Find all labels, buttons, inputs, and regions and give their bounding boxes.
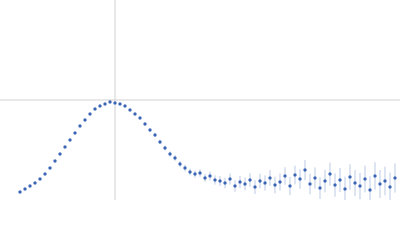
data-point — [158, 140, 162, 144]
data-point — [283, 174, 287, 178]
data-point — [153, 133, 157, 137]
data-point — [48, 166, 52, 170]
data-point — [358, 184, 362, 188]
data-point — [383, 179, 387, 183]
data-point — [223, 181, 227, 185]
data-point — [98, 104, 102, 108]
data-point — [248, 178, 252, 182]
data-point — [308, 182, 312, 186]
data-point — [338, 178, 342, 182]
data-point — [93, 107, 97, 111]
data-point — [218, 179, 222, 183]
data-point — [293, 173, 297, 177]
data-point — [118, 102, 122, 106]
data-point — [133, 112, 137, 116]
data-point — [328, 172, 332, 176]
data-point — [228, 177, 232, 181]
data-point — [353, 181, 357, 185]
data-point — [38, 177, 42, 181]
data-point — [243, 182, 247, 186]
data-point — [333, 183, 337, 187]
data-point — [253, 185, 257, 189]
data-point — [368, 188, 372, 192]
data-point — [28, 184, 32, 188]
data-point — [233, 184, 237, 188]
data-point — [273, 183, 277, 187]
data-point — [103, 102, 107, 106]
data-point — [363, 177, 367, 181]
data-point — [238, 180, 242, 184]
data-point — [208, 174, 212, 178]
data-point — [188, 170, 192, 174]
data-point — [123, 104, 127, 108]
data-point — [178, 162, 182, 166]
data-point — [183, 166, 187, 170]
data-point — [193, 172, 197, 176]
data-point — [258, 179, 262, 183]
data-point — [108, 100, 112, 104]
data-point — [278, 180, 282, 184]
data-point — [163, 146, 167, 150]
data-point — [43, 172, 47, 176]
data-point — [303, 168, 307, 172]
data-point — [68, 138, 72, 142]
data-point — [168, 152, 172, 156]
data-point — [323, 179, 327, 183]
data-point — [373, 174, 377, 178]
data-point — [113, 101, 117, 105]
data-point — [288, 184, 292, 188]
data-point — [343, 187, 347, 191]
data-point — [58, 152, 62, 156]
data-point — [313, 176, 317, 180]
data-point — [173, 156, 177, 160]
data-point — [148, 128, 152, 132]
data-point — [348, 175, 352, 179]
data-point — [298, 177, 302, 181]
data-point — [88, 112, 92, 116]
data-point — [263, 181, 267, 185]
data-point — [33, 181, 37, 185]
data-point — [143, 122, 147, 126]
data-point — [268, 176, 272, 180]
data-point — [23, 187, 27, 191]
data-point — [138, 116, 142, 120]
data-point — [78, 124, 82, 128]
data-point — [83, 118, 87, 122]
chart — [0, 0, 400, 200]
data-point — [128, 108, 132, 112]
data-point — [203, 176, 207, 180]
data-point — [18, 190, 22, 194]
data-point — [63, 145, 67, 149]
data-point — [198, 171, 202, 175]
data-point — [393, 176, 397, 180]
data-point — [53, 159, 57, 163]
data-point — [378, 182, 382, 186]
data-point — [213, 178, 217, 182]
data-point — [388, 185, 392, 189]
data-point — [318, 186, 322, 190]
data-point — [73, 131, 77, 135]
